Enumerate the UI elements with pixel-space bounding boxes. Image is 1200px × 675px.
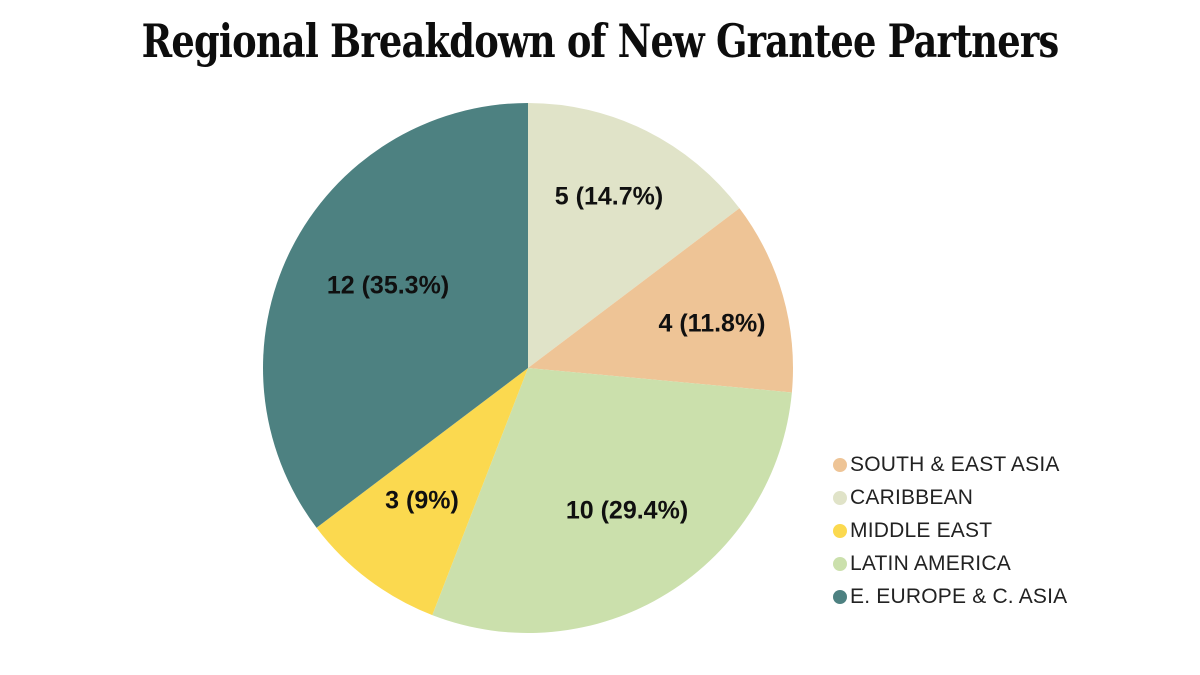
- legend-label: CARIBBEAN: [850, 485, 974, 509]
- legend-item-south-east-asia: SOUTH & EAST ASIA: [833, 448, 1067, 481]
- legend-label: LATIN AMERICA: [850, 551, 1011, 575]
- legend-swatch-icon: [833, 589, 847, 604]
- legend-item-middle-east: MIDDLE EAST: [833, 514, 1067, 547]
- legend-label: MIDDLE EAST: [850, 518, 993, 542]
- legend-swatch-icon: [833, 457, 847, 472]
- legend-swatch-icon: [833, 490, 847, 505]
- legend-swatch-icon: [833, 556, 847, 571]
- legend-item-caribbean: CARIBBEAN: [833, 481, 1067, 514]
- legend-label: E. EUROPE & C. ASIA: [850, 584, 1068, 608]
- pie-slice-3: [316, 368, 528, 616]
- legend-item-e-europe-c-asia: E. EUROPE & C. ASIA: [833, 580, 1067, 613]
- slice-label-caribbean: 5 (14.7%): [554, 182, 664, 211]
- slice-label-latin-america: 10 (29.4%): [565, 496, 689, 525]
- pie-slice-4: [263, 103, 528, 528]
- pie-slice-2: [432, 368, 792, 634]
- pie-slice-0: [528, 103, 740, 368]
- slice-label-middle-east: 3 (9%): [385, 486, 459, 515]
- slice-label-south-east-asia: 4 (11.8%): [658, 309, 766, 338]
- legend-item-latin-america: LATIN AMERICA: [833, 547, 1067, 580]
- legend: SOUTH & EAST ASIA CARIBBEAN MIDDLE EAST …: [833, 448, 1067, 613]
- legend-label: SOUTH & EAST ASIA: [850, 452, 1060, 476]
- pie-slice-1: [528, 208, 793, 393]
- chart-title: Regional Breakdown of New Grantee Partne…: [141, 14, 1060, 68]
- slice-label-e-europe-c-asia: 12 (35.3%): [326, 271, 450, 300]
- legend-swatch-icon: [833, 523, 847, 538]
